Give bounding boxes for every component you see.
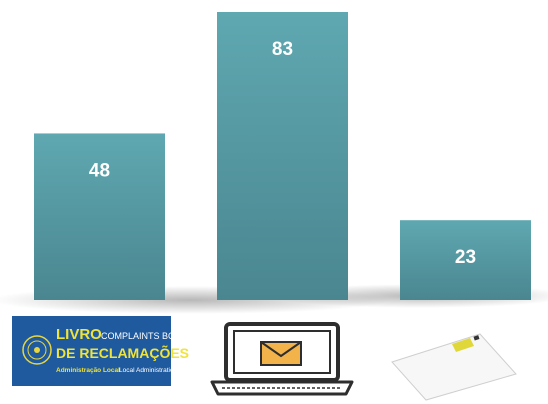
envelope-icon — [391, 333, 517, 401]
logo-text: Local Administration — [119, 367, 178, 374]
bar — [400, 220, 531, 300]
logo-text: Administração Local — [56, 367, 120, 374]
laptop-icon — [210, 322, 354, 396]
bar — [34, 133, 165, 300]
bar — [217, 12, 348, 300]
value-label: 48 — [89, 160, 110, 181]
complaints-book-logo: LIVRO COMPLAINTS BOOK DE RECLAMAÇÕES Adm… — [12, 316, 189, 386]
bars: 48 83 23 — [34, 12, 531, 300]
logo-text: DE RECLAMAÇÕES — [56, 344, 189, 361]
value-label: 83 — [272, 39, 293, 60]
logo-text: COMPLAINTS BOOK — [101, 331, 188, 341]
logo-text: LIVRO — [56, 326, 102, 343]
value-label: 23 — [455, 247, 476, 268]
